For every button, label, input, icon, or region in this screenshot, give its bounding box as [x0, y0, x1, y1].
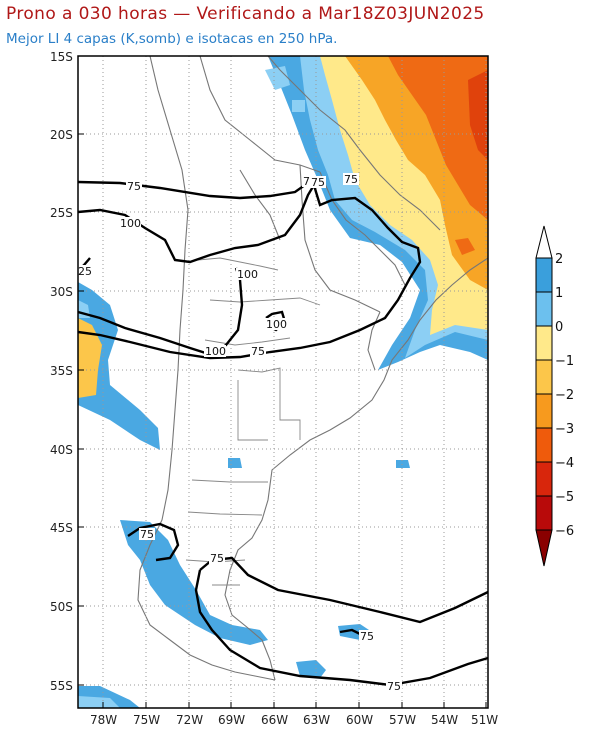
isotach-label: 100 [205, 345, 226, 358]
colorbar-label: −2 [555, 388, 574, 403]
lon-label: 51W [471, 713, 498, 727]
colorbar-label: −6 [555, 524, 574, 539]
lon-label: 63W [303, 713, 330, 727]
lon-label: 72W [176, 713, 203, 727]
lat-label: 20S [50, 128, 73, 142]
isotach-label: 75 [210, 552, 224, 565]
colorbar-label: −1 [555, 354, 574, 369]
colorbar-segment [535, 325, 553, 361]
map-subtitle: Mejor LI 4 capas (K,somb) e isotacas en … [6, 31, 338, 47]
lon-label: 57W [389, 713, 416, 727]
lat-label: 40S [50, 443, 73, 457]
lat-label: 25S [50, 206, 73, 220]
colorbar-label: −3 [555, 422, 574, 437]
colorbar-label: 2 [555, 252, 563, 267]
lat-label: 50S [50, 600, 73, 614]
colorbar-segment [535, 257, 553, 293]
lat-label: 30S [50, 285, 73, 299]
colorbar-label: 1 [555, 286, 563, 301]
axis-ticks [78, 55, 487, 708]
isotach-label: 75 [311, 176, 325, 189]
colorbar-label: 0 [555, 320, 563, 335]
lat-label: 45S [50, 521, 73, 535]
isotach-label: 75 [387, 680, 401, 693]
map-title: Prono a 030 horas — Verificando a Mar18Z… [6, 4, 485, 24]
colorbar-segment [535, 461, 553, 497]
isotach-label: 75 [127, 180, 141, 193]
longitude-labels: 78W 75W 72W 69W 66W 63W 60W 57W 54W 51W [90, 713, 498, 727]
isotach-label: 7 [303, 175, 310, 188]
latitude-labels: 15S 20S 25S 30S 35S 40S 45S 50S 55S [50, 50, 73, 693]
lat-label: 35S [50, 364, 73, 378]
colorbar-label: −4 [555, 456, 574, 471]
isotach-label: 75 [251, 345, 265, 358]
colorbar-top-arrow [535, 225, 553, 259]
lon-label: 69W [218, 713, 245, 727]
latlon-grid [78, 56, 488, 708]
isotach-label: 25 [78, 265, 92, 278]
lon-label: 54W [431, 713, 458, 727]
isotach-label: 75 [344, 173, 358, 186]
map-frame [77, 55, 489, 709]
isotach-label: 100 [237, 268, 258, 281]
colorbar-segment [535, 495, 553, 531]
isotach-labels: 75 100 25 100 75 100 100 75 7 75 75 75 7… [78, 173, 402, 693]
lon-label: 66W [261, 713, 288, 727]
lifted-index-shading [78, 56, 488, 708]
lon-label: 78W [90, 713, 117, 727]
colorbar-label: −5 [555, 490, 574, 505]
province-borders [185, 257, 321, 586]
colorbar-segment [535, 427, 553, 463]
lon-label: 75W [133, 713, 160, 727]
lat-label: 15S [50, 50, 73, 64]
isotach-label: 75 [360, 630, 374, 643]
colorbar: 2 1 0 −1 −2 −3 −4 −5 −6 [535, 225, 574, 567]
lat-label: 55S [50, 679, 73, 693]
colorbar-bottom-arrow [535, 529, 553, 567]
colorbar-segment [535, 291, 553, 327]
map-field: 75 100 25 100 75 100 100 75 7 75 75 75 7… [78, 56, 488, 708]
lon-label: 60W [346, 713, 373, 727]
isotach-label: 75 [140, 528, 154, 541]
colorbar-segment [535, 359, 553, 395]
isotach-label: 100 [266, 318, 287, 331]
colorbar-segment [535, 393, 553, 429]
isotach-label: 100 [120, 217, 141, 230]
